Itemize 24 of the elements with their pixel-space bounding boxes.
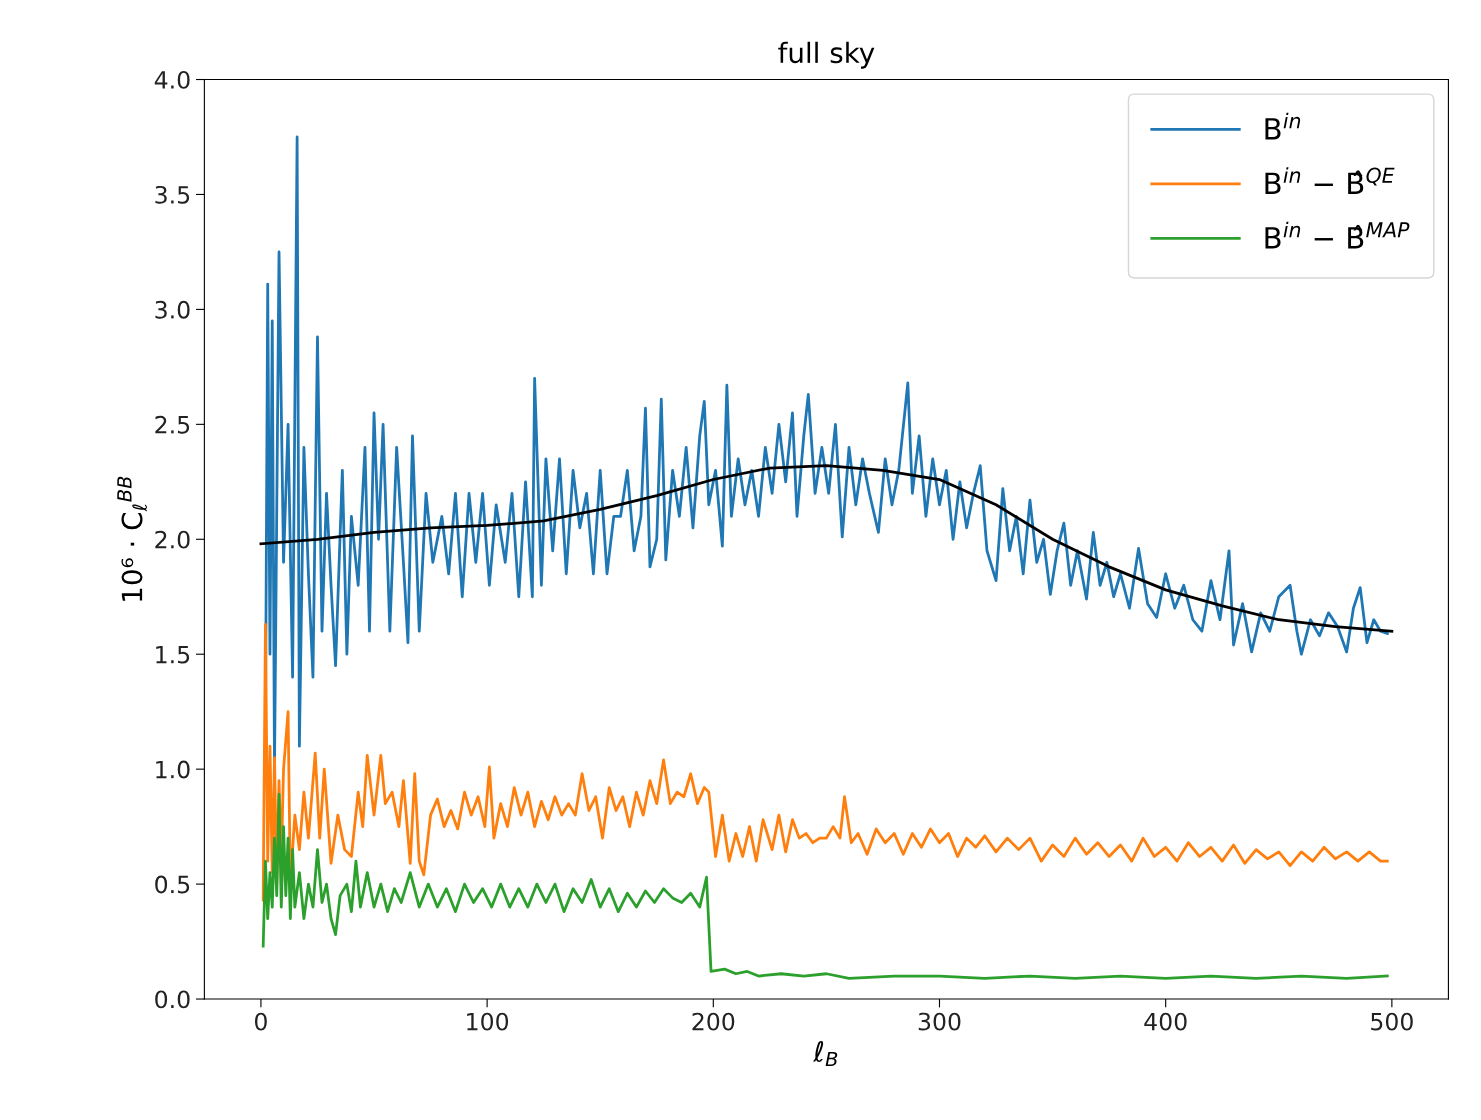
x-tick-label: 100 [467,1012,509,1031]
chart-title: full sky [778,41,875,69]
y-tick-label: 2.0 [155,530,190,549]
y-tick-label: 0.5 [155,875,190,894]
legend-label: B$^{in}$ [1265,112,1301,140]
x-axis-title: ℓ$_{B}$ [812,1040,838,1067]
x-tick-label: 300 [918,1012,961,1031]
line-series [261,793,1389,980]
y-tick-label: 3.5 [155,185,190,204]
x-tick-label: 500 [1371,1012,1413,1031]
line-series [261,622,1389,902]
x-tick-label: 200 [692,1012,735,1031]
y-axis-title: 10⁶ · C$_{ℓ}$$^{BB}$ [117,476,147,601]
legend-label: B$^{in}$ − B̂$^{QE}$ [1265,167,1395,194]
x-tick-label: 400 [1144,1012,1187,1031]
legend-label: B$^{in}$ − B̂$^{MAP}$ [1265,221,1410,249]
y-tick-label: 4.0 [154,70,190,89]
y-tick-label: 1.5 [156,645,190,664]
y-tick-label: 0.0 [155,990,190,1009]
y-tick-label: 3.0 [155,300,190,319]
y-tick-label: 2.5 [155,415,190,434]
y-tick-label: 1.0 [156,760,190,779]
x-tick-label: 0 [254,1012,267,1031]
line-series [259,464,1394,633]
